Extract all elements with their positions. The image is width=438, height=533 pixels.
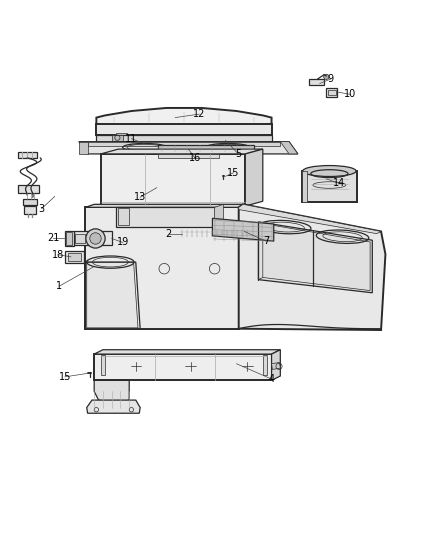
Polygon shape	[88, 142, 280, 146]
Polygon shape	[215, 204, 223, 227]
Polygon shape	[245, 149, 263, 206]
Polygon shape	[280, 142, 298, 154]
Polygon shape	[85, 262, 140, 329]
Polygon shape	[18, 185, 39, 193]
Text: 15: 15	[227, 168, 240, 178]
Polygon shape	[96, 124, 272, 135]
Text: 14: 14	[333, 178, 346, 188]
Polygon shape	[272, 362, 280, 369]
Polygon shape	[158, 145, 254, 152]
Text: 1: 1	[56, 281, 62, 291]
Text: 16: 16	[189, 153, 201, 163]
Ellipse shape	[303, 166, 356, 176]
Polygon shape	[75, 233, 85, 243]
Polygon shape	[328, 90, 336, 95]
Polygon shape	[79, 142, 88, 154]
Polygon shape	[85, 204, 243, 207]
Polygon shape	[101, 149, 263, 154]
Polygon shape	[101, 154, 245, 206]
Ellipse shape	[178, 146, 189, 151]
Polygon shape	[101, 355, 105, 375]
Polygon shape	[74, 231, 112, 246]
Polygon shape	[258, 222, 372, 293]
Text: 12: 12	[193, 109, 205, 119]
Polygon shape	[94, 354, 272, 381]
Polygon shape	[79, 142, 298, 154]
Polygon shape	[116, 133, 127, 135]
Polygon shape	[239, 204, 385, 330]
Text: 15: 15	[59, 372, 71, 382]
Polygon shape	[272, 350, 280, 381]
Polygon shape	[96, 108, 272, 130]
Polygon shape	[212, 219, 274, 241]
Text: 19: 19	[117, 237, 129, 247]
Polygon shape	[94, 350, 280, 354]
Circle shape	[86, 229, 105, 248]
Polygon shape	[302, 171, 307, 201]
Polygon shape	[239, 204, 243, 329]
Text: 10: 10	[344, 90, 357, 99]
Polygon shape	[23, 199, 37, 205]
Polygon shape	[158, 154, 219, 158]
Polygon shape	[68, 253, 81, 261]
Text: 11: 11	[125, 134, 138, 143]
Circle shape	[324, 74, 329, 79]
Polygon shape	[96, 135, 272, 142]
Polygon shape	[309, 79, 324, 85]
Polygon shape	[66, 232, 72, 245]
Polygon shape	[180, 230, 250, 237]
Text: 5: 5	[236, 149, 242, 159]
Text: 2: 2	[166, 229, 172, 239]
Polygon shape	[65, 231, 74, 246]
Text: 7: 7	[263, 236, 269, 246]
Text: 13: 13	[134, 192, 146, 203]
Text: 3: 3	[39, 204, 45, 214]
Polygon shape	[239, 204, 381, 233]
Polygon shape	[118, 208, 129, 225]
Polygon shape	[94, 381, 129, 403]
Polygon shape	[116, 207, 215, 227]
Polygon shape	[263, 355, 267, 375]
Text: 9: 9	[328, 74, 334, 84]
Text: 4: 4	[268, 374, 275, 384]
Circle shape	[90, 233, 101, 244]
Text: 21: 21	[47, 233, 60, 244]
Polygon shape	[326, 88, 337, 96]
Polygon shape	[24, 206, 36, 214]
Polygon shape	[112, 135, 123, 141]
Text: 18: 18	[52, 249, 64, 260]
Polygon shape	[87, 400, 140, 413]
Polygon shape	[18, 152, 37, 158]
Polygon shape	[65, 251, 84, 263]
Polygon shape	[302, 171, 357, 201]
Polygon shape	[85, 207, 239, 329]
